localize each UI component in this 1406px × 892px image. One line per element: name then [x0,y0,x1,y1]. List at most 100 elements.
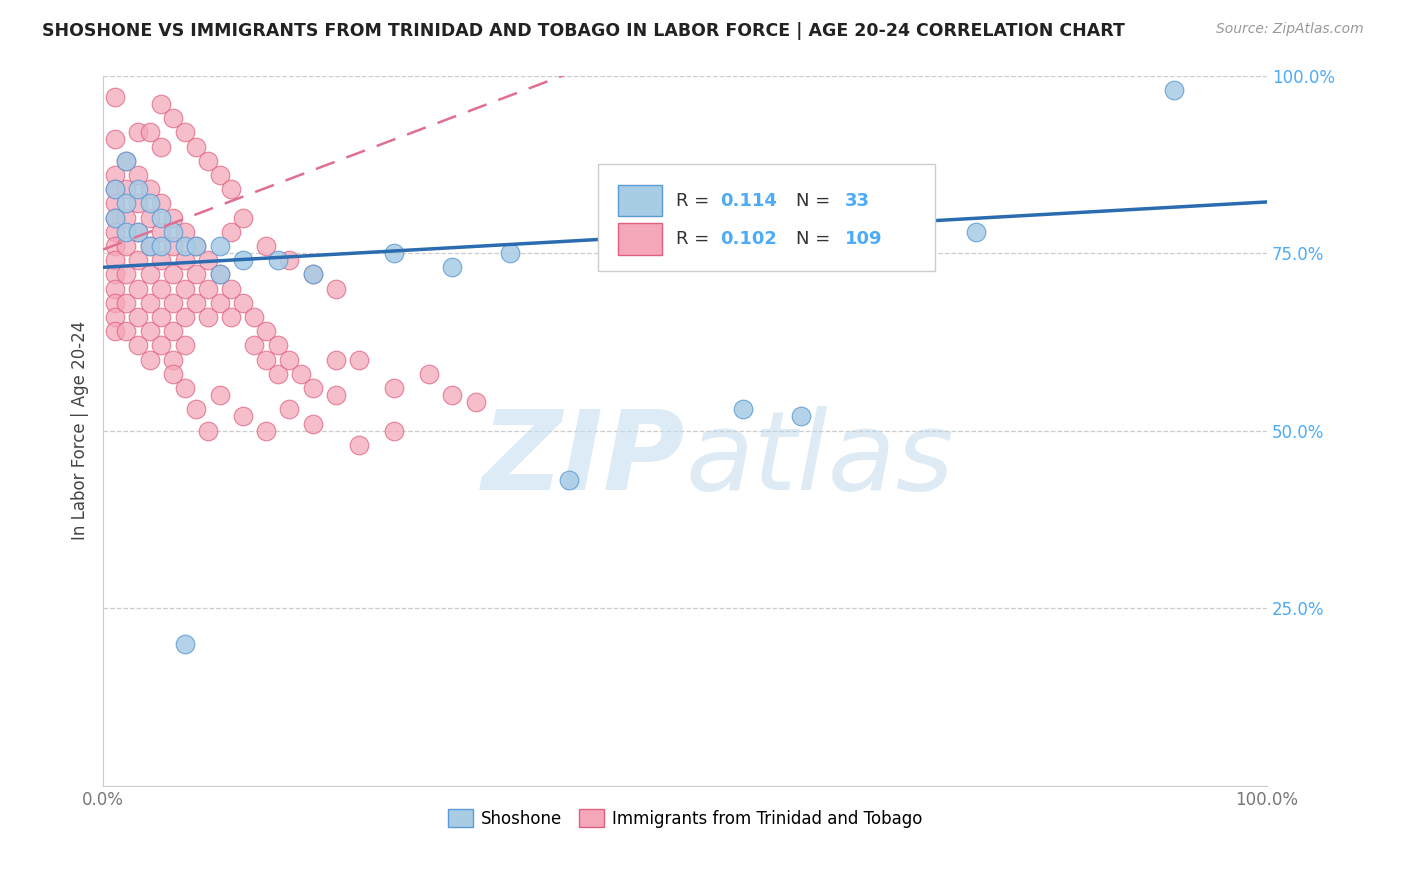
Point [138,239,160,253]
Point [208,239,231,253]
Point [418,367,440,381]
Point [301,268,323,282]
Point [301,381,323,395]
Point [441,260,464,275]
Point [254,239,277,253]
Point [138,295,160,310]
Text: N =: N = [796,230,830,248]
Point [186,402,208,417]
Point [104,211,127,225]
Point [115,153,138,168]
Point [138,196,160,211]
Point [162,295,184,310]
Point [138,352,160,367]
Point [673,246,696,260]
Text: ZIP: ZIP [481,406,685,513]
Text: Source: ZipAtlas.com: Source: ZipAtlas.com [1216,22,1364,37]
Y-axis label: In Labor Force | Age 20-24: In Labor Force | Age 20-24 [72,321,89,541]
Point [733,253,755,268]
Point [127,338,149,352]
Point [790,239,813,253]
Point [162,211,184,225]
Point [232,409,254,424]
Point [104,90,127,104]
Text: 109: 109 [845,230,882,248]
Point [150,338,173,352]
Point [186,139,208,153]
Point [347,352,370,367]
Point [208,388,231,402]
Point [243,310,266,324]
Point [173,381,195,395]
Point [197,424,219,438]
Point [243,338,266,352]
Point [115,182,138,196]
Bar [617,185,662,216]
Point [441,388,464,402]
Point [127,225,149,239]
Point [267,253,290,268]
Point [115,196,138,211]
Point [104,132,127,146]
Point [104,182,127,196]
Text: 0.114: 0.114 [720,192,776,210]
Point [127,196,149,211]
Point [104,310,127,324]
Point [150,253,173,268]
Point [138,211,160,225]
Point [382,424,405,438]
Point [150,211,173,225]
Text: SHOSHONE VS IMMIGRANTS FROM TRINIDAD AND TOBAGO IN LABOR FORCE | AGE 20-24 CORRE: SHOSHONE VS IMMIGRANTS FROM TRINIDAD AND… [42,22,1125,40]
Point [115,239,138,253]
Point [186,268,208,282]
Point [162,111,184,125]
Point [173,310,195,324]
Point [150,139,173,153]
Point [150,225,173,239]
Point [301,417,323,431]
Point [267,338,290,352]
Text: R =: R = [676,230,709,248]
Point [197,253,219,268]
Point [150,310,173,324]
Point [219,282,242,296]
Point [104,295,127,310]
Point [278,352,301,367]
Point [325,388,347,402]
Point [382,381,405,395]
Point [219,225,242,239]
Point [464,395,486,409]
Point [115,268,138,282]
Point [115,153,138,168]
Point [907,232,929,246]
Point [347,438,370,452]
Point [290,367,312,381]
Point [127,168,149,182]
Point [104,253,127,268]
Point [382,246,405,260]
Point [104,225,127,239]
Point [162,239,184,253]
Point [162,324,184,338]
Point [138,268,160,282]
Point [104,168,127,182]
Point [208,268,231,282]
Point [219,310,242,324]
Point [557,474,579,488]
Point [267,367,290,381]
Point [1163,83,1185,97]
Point [162,268,184,282]
Point [104,182,127,196]
Point [138,125,160,139]
Point [173,637,195,651]
Point [232,211,254,225]
FancyBboxPatch shape [598,164,935,271]
Point [499,246,522,260]
Bar [617,223,662,254]
Point [127,282,149,296]
Point [150,97,173,112]
Point [127,310,149,324]
Point [208,295,231,310]
Point [104,239,127,253]
Point [127,253,149,268]
